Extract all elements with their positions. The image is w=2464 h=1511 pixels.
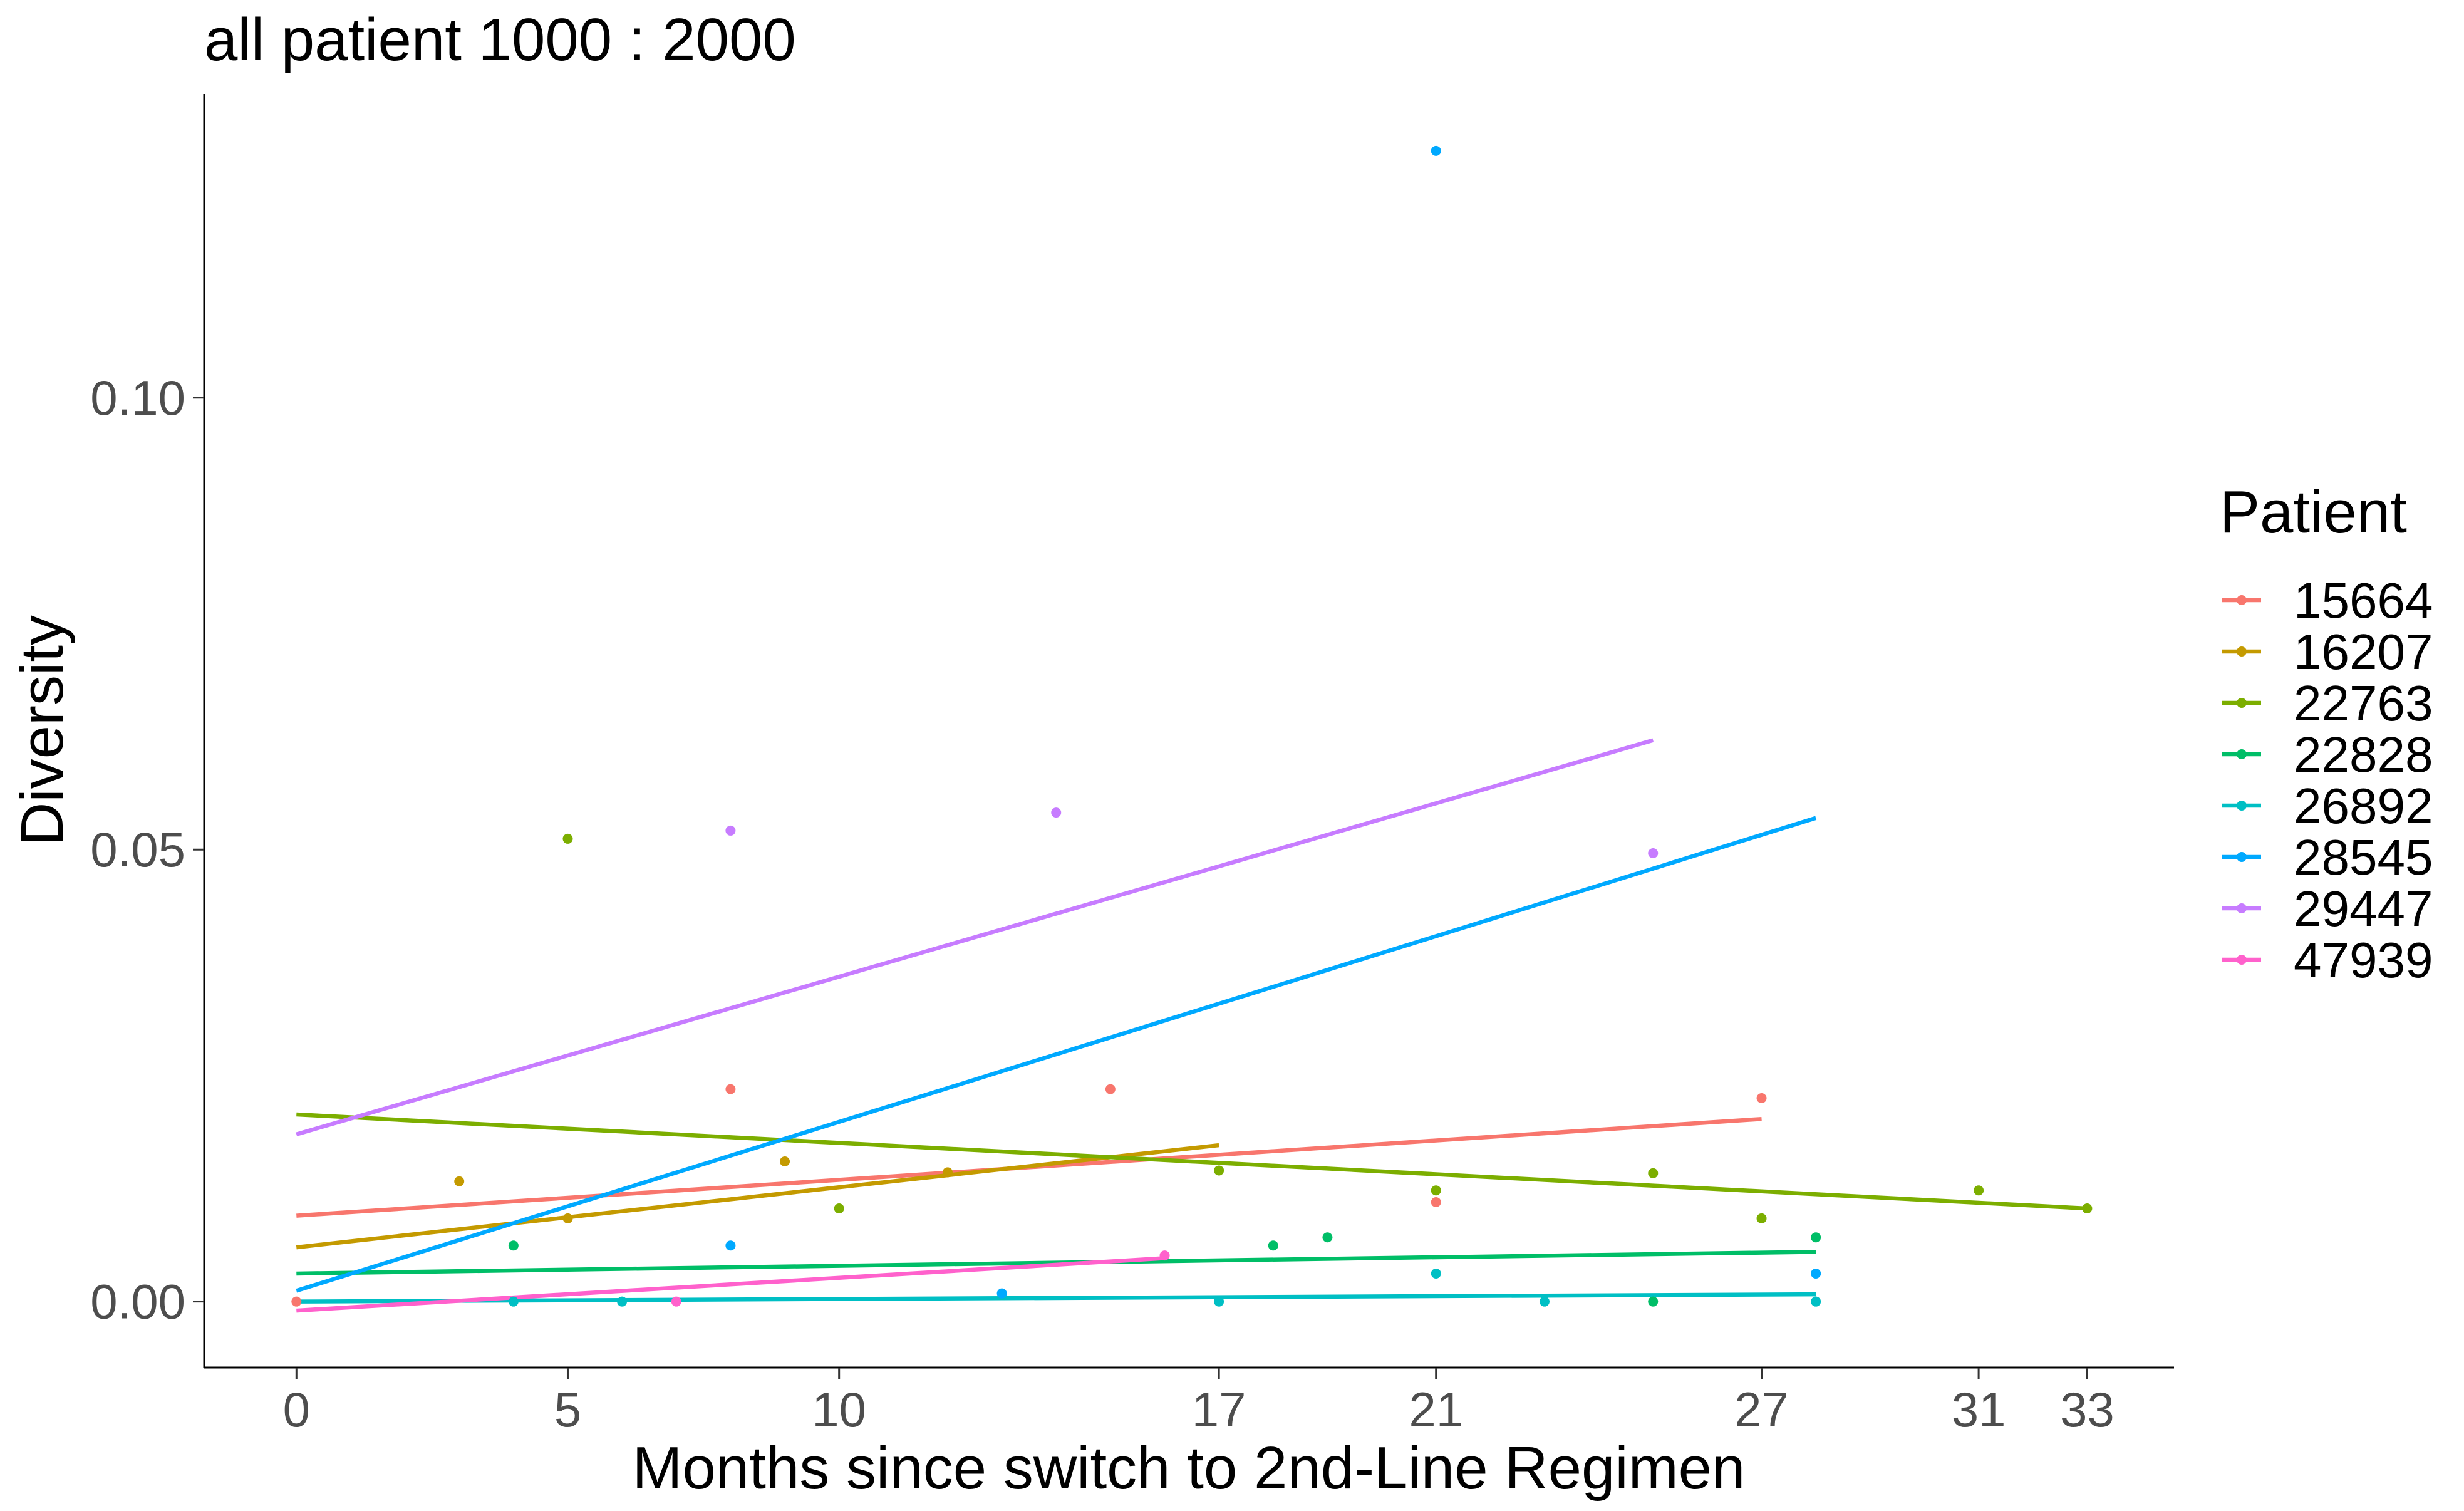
data-point-26892-1 [617,1296,628,1307]
legend-label-15664: 15664 [2294,573,2433,628]
data-point-28545-3 [1811,1268,1821,1279]
legend-key-point-47939 [2237,955,2247,965]
data-point-15664-1 [725,1084,736,1094]
legend-key-point-16207 [2237,646,2247,657]
x-tick-label-10: 10 [812,1382,866,1437]
data-point-22828-2 [1322,1232,1333,1243]
x-axis-ticks: 0 5 10 17 21 27 31 33 [283,1368,2115,1437]
trend-line-29447 [296,738,1654,1136]
data-point-22763-5 [1756,1213,1767,1223]
legend-label-22763: 22763 [2294,675,2433,731]
data-point-26892-5 [1811,1296,1821,1307]
data-point-15664-3 [1431,1197,1441,1207]
data-point-47939-1 [1159,1250,1170,1261]
trend-line-47939 [296,1256,1165,1313]
y-tick-label-0: 0.00 [90,1274,185,1329]
data-point-22828-0 [508,1240,519,1251]
legend-key-point-22763 [2237,698,2247,708]
data-point-22763-3 [1431,1185,1441,1196]
legend-key-point-22828 [2237,749,2247,759]
legend-label-28545: 28545 [2294,829,2433,885]
x-tick-label-17: 17 [1192,1382,1246,1437]
legend-label-26892: 26892 [2294,778,2433,834]
data-point-22763-1 [834,1203,844,1214]
y-axis-title: Diversity [9,615,76,846]
trend-line-22763 [296,1112,2088,1211]
data-point-26892-0 [508,1296,519,1307]
data-point-16207-1 [562,1213,573,1223]
data-point-22828-1 [1268,1240,1278,1251]
data-point-15664-2 [1105,1084,1116,1094]
data-point-16207-0 [454,1176,465,1186]
x-tick-label-21: 21 [1409,1382,1463,1437]
legend-title: Patient [2220,479,2407,546]
legend-key-point-26892 [2237,801,2247,811]
legend-label-16207: 16207 [2294,624,2433,680]
data-point-29447-1 [1051,807,1062,818]
legend-key-point-15664 [2237,595,2247,605]
data-point-22763-0 [562,833,573,844]
data-point-47939-0 [671,1296,681,1307]
plot-area [291,145,2093,1313]
data-point-22828-3 [1648,1296,1659,1307]
data-point-22828-4 [1811,1232,1821,1243]
chart-title: all patient 1000 : 2000 [204,6,796,73]
x-tick-label-0: 0 [283,1382,310,1437]
data-point-22763-4 [1648,1168,1659,1178]
x-tick-label-5: 5 [554,1382,581,1437]
data-point-29447-0 [725,825,736,836]
data-point-15664-0 [291,1296,302,1307]
y-axis-ticks: 0.00 0.05 0.10 [90,370,204,1329]
data-point-16207-2 [780,1156,790,1167]
x-axis-title: Months since switch to 2nd-Line Regimen [633,1435,1746,1502]
trend-line-16207 [296,1143,1219,1250]
legend: Patient 15664162072276322828268922854529… [2220,479,2433,988]
data-point-26892-2 [1214,1296,1224,1307]
legend-label-29447: 29447 [2294,881,2433,937]
x-tick-label-33: 33 [2060,1382,2115,1437]
data-point-26892-3 [1431,1268,1441,1279]
x-tick-label-31: 31 [1952,1382,2006,1437]
data-point-26892-4 [1539,1296,1550,1307]
data-point-22763-7 [2082,1203,2093,1214]
data-point-16207-3 [942,1167,953,1178]
legend-key-point-29447 [2237,903,2247,913]
legend-key-point-28545 [2237,852,2247,862]
data-point-22763-6 [1974,1185,1984,1196]
legend-label-22828: 22828 [2294,727,2433,782]
data-point-28545-2 [1431,145,1441,156]
x-tick-label-27: 27 [1734,1382,1789,1437]
data-point-15664-4 [1756,1093,1767,1104]
trend-line-26892 [296,1292,1816,1304]
data-point-29447-2 [1648,848,1659,859]
legend-label-47939: 47939 [2294,932,2433,988]
trend-line-28545 [296,816,1817,1293]
trend-lines [296,738,2088,1313]
data-point-22763-2 [1214,1165,1224,1176]
data-points [291,145,2093,1307]
y-tick-label-1: 0.05 [90,822,185,877]
data-point-28545-0 [725,1240,736,1251]
y-tick-label-2: 0.10 [90,370,185,425]
data-point-28545-1 [996,1288,1007,1299]
